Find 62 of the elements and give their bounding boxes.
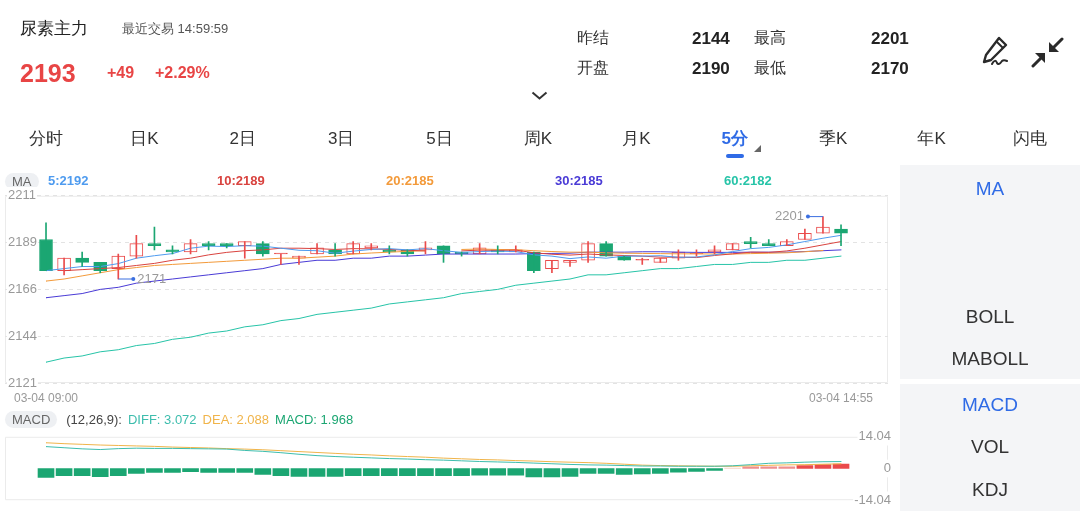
y-tick-label: 2166	[8, 280, 37, 296]
text: 最低	[754, 59, 786, 76]
text: 尿素主力	[20, 18, 88, 38]
text: 5日	[425, 128, 454, 148]
candlestick	[75, 251, 89, 267]
text: KDJ	[971, 478, 1009, 500]
candlestick	[563, 259, 577, 267]
text: MACD: 1.968	[275, 412, 354, 427]
text: 2170	[871, 58, 909, 78]
text: 2190	[692, 58, 730, 78]
text: 2144	[692, 28, 730, 48]
legend-title: MACD	[5, 411, 58, 428]
x-tick-label: 03-04 14:55	[808, 390, 874, 405]
text: 分时	[28, 128, 64, 148]
text: +2.29%	[155, 64, 210, 81]
text: 昨结	[577, 29, 609, 46]
y-tick-label: 0	[883, 460, 891, 476]
text: 季K	[818, 128, 849, 148]
series-label: DIFF: 3.072	[127, 412, 197, 427]
y-tick-label: 2211	[8, 187, 36, 203]
y-tick-label: 14.04	[858, 428, 891, 444]
annotation: 2201	[775, 208, 804, 224]
text: MACD	[961, 393, 1019, 415]
text: 年K	[916, 128, 947, 148]
legend-title: MA	[5, 173, 39, 190]
candlestick	[219, 243, 234, 249]
text: 3日	[326, 128, 356, 148]
candlestick	[274, 252, 288, 265]
text: 闪电	[1012, 128, 1048, 148]
candlestick	[237, 241, 252, 259]
text: BOLL	[964, 305, 1016, 327]
y-tick-label: 2144	[8, 327, 37, 343]
text: 2日	[228, 128, 258, 148]
text: 10:2189	[217, 173, 265, 188]
text: 60:2182	[724, 173, 772, 188]
text: +49	[107, 64, 135, 81]
text: 最近交易 14:59:59	[122, 20, 229, 36]
y-tick-label: -14.04	[854, 491, 891, 507]
candlestick	[364, 243, 379, 251]
text: 5分	[720, 128, 750, 148]
text: 2201	[871, 28, 909, 48]
text: 30:2185	[555, 173, 603, 188]
candlestick	[761, 239, 776, 247]
text: 开盘	[577, 59, 609, 76]
text: VOL	[970, 435, 1010, 457]
text: 月K	[621, 128, 652, 148]
candlestick	[743, 237, 758, 249]
series-label: DEA: 2.088	[202, 412, 270, 427]
x-tick-label: 03-04 09:00	[13, 390, 79, 405]
y-tick-label: 2189	[8, 234, 37, 250]
candlestick	[635, 257, 650, 265]
text: 20:2185	[386, 173, 434, 188]
chart-subtitle: (12,26,9):	[66, 412, 122, 427]
text: 2193	[20, 58, 76, 87]
text: 5:2192	[48, 173, 89, 188]
candlestick	[834, 224, 848, 247]
text: 周K	[522, 128, 554, 148]
y-tick-label: 2121	[8, 374, 37, 390]
text: MABOLL	[950, 347, 1030, 369]
text: 最高	[754, 29, 786, 46]
text: 日K	[129, 128, 160, 148]
text: MA	[974, 177, 1006, 199]
